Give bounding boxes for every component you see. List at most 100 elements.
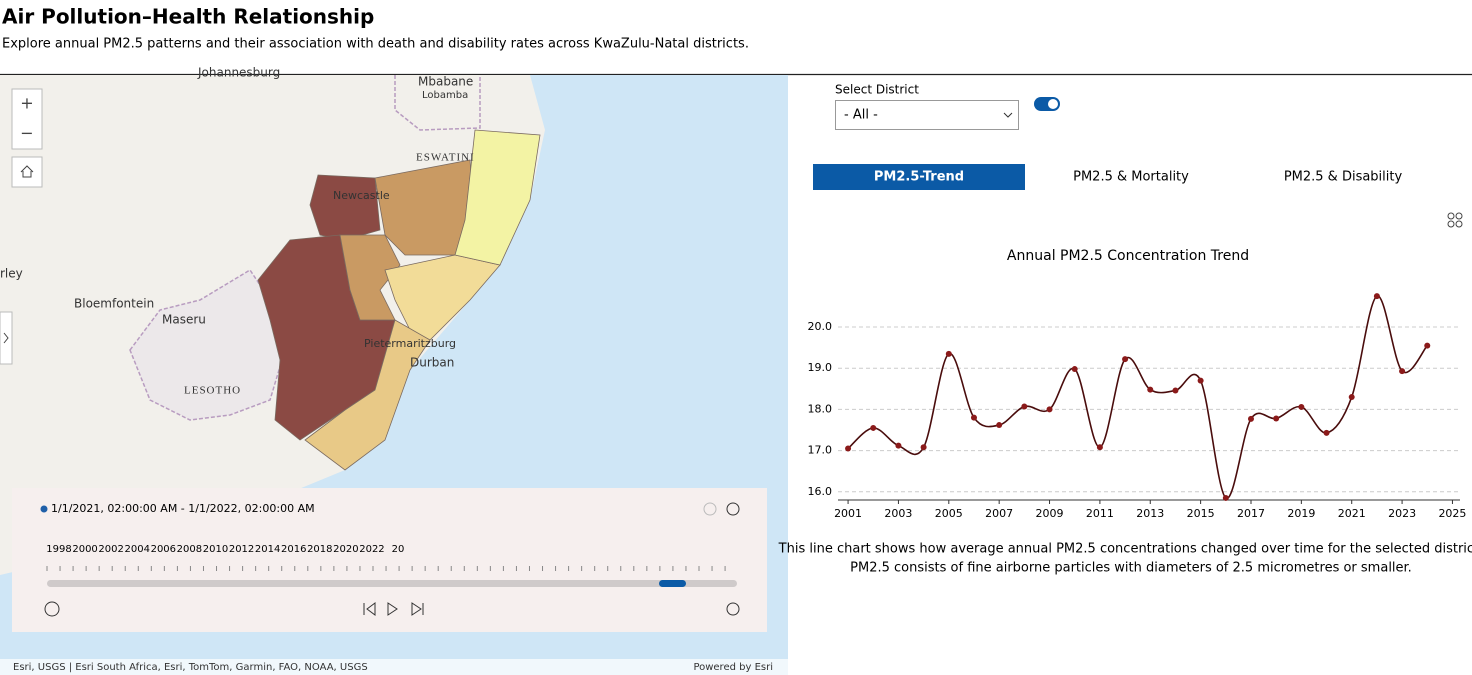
district-select[interactable] — [835, 100, 1019, 130]
x-tick-label: 2021 — [1338, 507, 1366, 520]
tab[interactable]: PM2.5 & Mortality — [1073, 170, 1189, 185]
data-point — [1147, 386, 1154, 393]
year-label: 2014 — [255, 544, 280, 555]
data-point — [1122, 356, 1129, 363]
x-tick-label: 2015 — [1187, 507, 1215, 520]
data-point — [970, 414, 977, 421]
place-label: Newcastle — [333, 189, 390, 202]
x-tick-label: 2013 — [1136, 507, 1164, 520]
place-label: rley — [0, 267, 23, 281]
place-label: Durban — [410, 356, 454, 370]
attribution: Esri, USGS | Esri South Africa, Esri, To… — [13, 662, 368, 673]
year-label: 2010 — [203, 544, 228, 555]
zoom-panel — [11, 88, 43, 150]
year-label: 2000 — [72, 544, 97, 555]
x-tick-label: 2007 — [985, 507, 1013, 520]
place-label: Pietermaritzburg — [364, 337, 456, 350]
year-label: 2006 — [151, 544, 176, 555]
zoom-in-time[interactable] — [726, 502, 740, 516]
x-tick-label: 2001 — [834, 507, 862, 520]
page-title: Air Pollution–Health Relationship — [2, 5, 374, 29]
data-point — [1197, 377, 1204, 384]
data-point — [1273, 415, 1280, 422]
x-tick-label: 2023 — [1388, 507, 1416, 520]
home-button[interactable] — [11, 156, 43, 188]
place-labels: Johannesburg Mbabane Lobamba ESWATINI Ne… — [0, 66, 475, 397]
map-controls — [0, 88, 43, 365]
year-label: 2020 — [333, 544, 358, 555]
year-label: 2008 — [177, 544, 202, 555]
place-label: Lobamba — [422, 90, 468, 101]
year-label: 2012 — [229, 544, 254, 555]
data-point — [1071, 366, 1078, 373]
chart-title: Annual PM2.5 Concentration Trend — [1007, 248, 1249, 264]
data-point — [996, 422, 1003, 429]
tab[interactable]: PM2.5-Trend — [874, 170, 964, 185]
districts — [257, 129, 541, 471]
year-label: 2018 — [307, 544, 332, 555]
data-point — [1399, 368, 1406, 375]
district — [339, 234, 401, 321]
x-tick-label: 2017 — [1237, 507, 1265, 520]
x-tick-label: 2011 — [1086, 507, 1114, 520]
info-button[interactable] — [44, 601, 60, 617]
place-label: ESWATINI — [416, 152, 475, 164]
district-select-value: - All - — [844, 108, 878, 123]
y-tick-label: 19.0 — [808, 361, 833, 374]
zoom-out-time[interactable] — [703, 502, 717, 516]
chart-description: This line chart shows how average annual… — [778, 542, 1472, 557]
year-label: 2016 — [281, 544, 306, 555]
data-point — [1046, 406, 1053, 413]
tab[interactable]: PM2.5 & Disability — [1284, 170, 1403, 185]
year-label: 1998 — [46, 544, 71, 555]
eswatini-border — [394, 75, 481, 131]
line-chart: 16.0 17.0 18.0 19.0 20.0 2001 2003 2005 2007 2009… — [808, 293, 1466, 520]
layout-icon — [1447, 212, 1463, 228]
speed-button[interactable] — [726, 602, 740, 616]
playback-buttons[interactable] — [363, 602, 424, 616]
data-point — [1096, 444, 1103, 451]
data-point — [1373, 293, 1380, 300]
year-label: 2022 — [359, 544, 384, 555]
expand-icon — [3, 332, 9, 344]
filter-label: Select District — [835, 83, 919, 97]
select-arrow — [1003, 112, 1013, 118]
trend-line — [847, 295, 1428, 499]
district — [309, 174, 381, 241]
y-tick-label: 18.0 — [808, 402, 833, 415]
tab-active[interactable] — [813, 164, 1025, 190]
district — [454, 129, 541, 266]
data-point — [920, 444, 927, 451]
zoom-in-button[interactable]: + — [20, 94, 33, 113]
toggle-knob — [1048, 99, 1058, 109]
place-label: LESOTHO — [184, 385, 241, 397]
x-tick-label: 2019 — [1287, 507, 1315, 520]
home-icon — [20, 165, 34, 178]
attribution-bar — [0, 659, 788, 675]
page-subtitle: Explore annual PM2.5 patterns and their … — [2, 37, 749, 52]
zoom-out-button[interactable]: − — [20, 124, 33, 143]
time-range: 1/1/2021, 02:00:00 AM - 1/1/2022, 02:00:… — [51, 502, 315, 515]
data-point — [1247, 415, 1254, 422]
data-point — [1424, 342, 1431, 349]
year-label: 2002 — [98, 544, 123, 555]
map: Johannesburg Mbabane Lobamba ESWATINI Ne… — [0, 66, 788, 675]
y-tick-label: 16.0 — [808, 485, 833, 498]
time-slider-panel — [12, 488, 767, 632]
time-years: 1998 2000 2002 2004 2006 2008 2010 2012 2014 2016… — [46, 544, 726, 571]
expand-button[interactable] — [0, 311, 13, 365]
data-point — [1323, 429, 1330, 436]
time-thumb[interactable] — [659, 580, 686, 587]
place-label: Maseru — [162, 313, 206, 327]
y-tick-label: 20.0 — [808, 320, 833, 333]
data-point — [870, 424, 877, 431]
place-label: Mbabane — [418, 75, 473, 89]
x-tick-label: 2005 — [935, 507, 963, 520]
x-tick-label: 2009 — [1036, 507, 1064, 520]
time-track — [47, 580, 737, 587]
y-tick-label: 17.0 — [808, 444, 833, 457]
data-point — [945, 350, 952, 357]
year-label: 2004 — [125, 544, 150, 555]
